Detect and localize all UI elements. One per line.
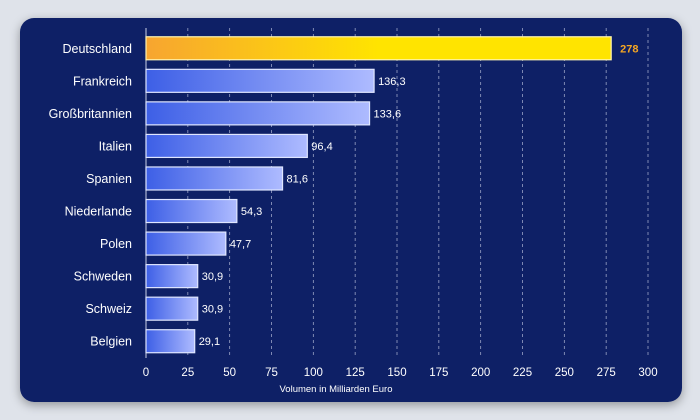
category-label: Frankreich: [73, 74, 132, 88]
bar: [145, 133, 308, 159]
category-label: Spanien: [86, 172, 132, 186]
category-label: Polen: [100, 237, 132, 251]
x-tick-label: 175: [429, 367, 448, 379]
category-label: Belgien: [90, 335, 132, 349]
x-axis-ticks: 0 25 50 75 100 125 150 175 200 225 250 275 300: [143, 367, 658, 379]
x-tick-label: 275: [597, 367, 616, 379]
x-tick-label: 250: [555, 367, 574, 379]
category-label: Schweden: [74, 270, 132, 284]
category-label: Deutschland: [63, 42, 133, 56]
category-label: Italien: [99, 139, 132, 153]
bar: [145, 101, 371, 126]
x-tick-label: 50: [223, 367, 236, 379]
bar: [145, 68, 375, 93]
x-tick-label: 150: [387, 367, 406, 379]
x-axis-title: Volumen in Milliarden Euro: [279, 384, 392, 395]
x-tick-label: 100: [304, 367, 323, 379]
x-tick-label: 300: [638, 367, 657, 379]
bar-highlighted: [145, 36, 612, 61]
bar: [145, 329, 196, 354]
value-label: 47,7: [230, 239, 251, 251]
x-tick-label: 125: [346, 367, 365, 379]
value-label: 278: [620, 43, 638, 55]
bar: [145, 198, 238, 224]
bars: Deutschland 278 Frankreich 136,3 Großbritann…: [49, 36, 639, 354]
value-label: 136,3: [378, 76, 406, 88]
x-tick-label: 225: [513, 367, 532, 379]
chart-card: Deutschland 278 Frankreich 136,3 Großbritann…: [20, 18, 682, 402]
bar: [145, 296, 199, 321]
value-label: 81,6: [287, 173, 308, 185]
value-label: 30,9: [202, 304, 223, 316]
value-label: 96,4: [311, 141, 332, 153]
x-tick-label: 200: [471, 367, 490, 379]
value-label: 29,1: [199, 336, 220, 348]
category-label: Niederlande: [65, 205, 132, 219]
x-tick-label: 0: [143, 367, 149, 379]
value-label: 54,3: [241, 206, 262, 218]
category-label: Schweiz: [85, 302, 132, 316]
value-label: 30,9: [202, 271, 223, 283]
bar: [145, 264, 199, 289]
bar: [145, 166, 284, 191]
value-label: 133,6: [374, 108, 402, 120]
category-label: Großbritannien: [49, 107, 132, 121]
bar: [145, 231, 227, 256]
x-tick-label: 75: [265, 367, 278, 379]
x-tick-label: 25: [181, 367, 194, 379]
bar-chart: Deutschland 278 Frankreich 136,3 Großbritann…: [20, 18, 682, 402]
